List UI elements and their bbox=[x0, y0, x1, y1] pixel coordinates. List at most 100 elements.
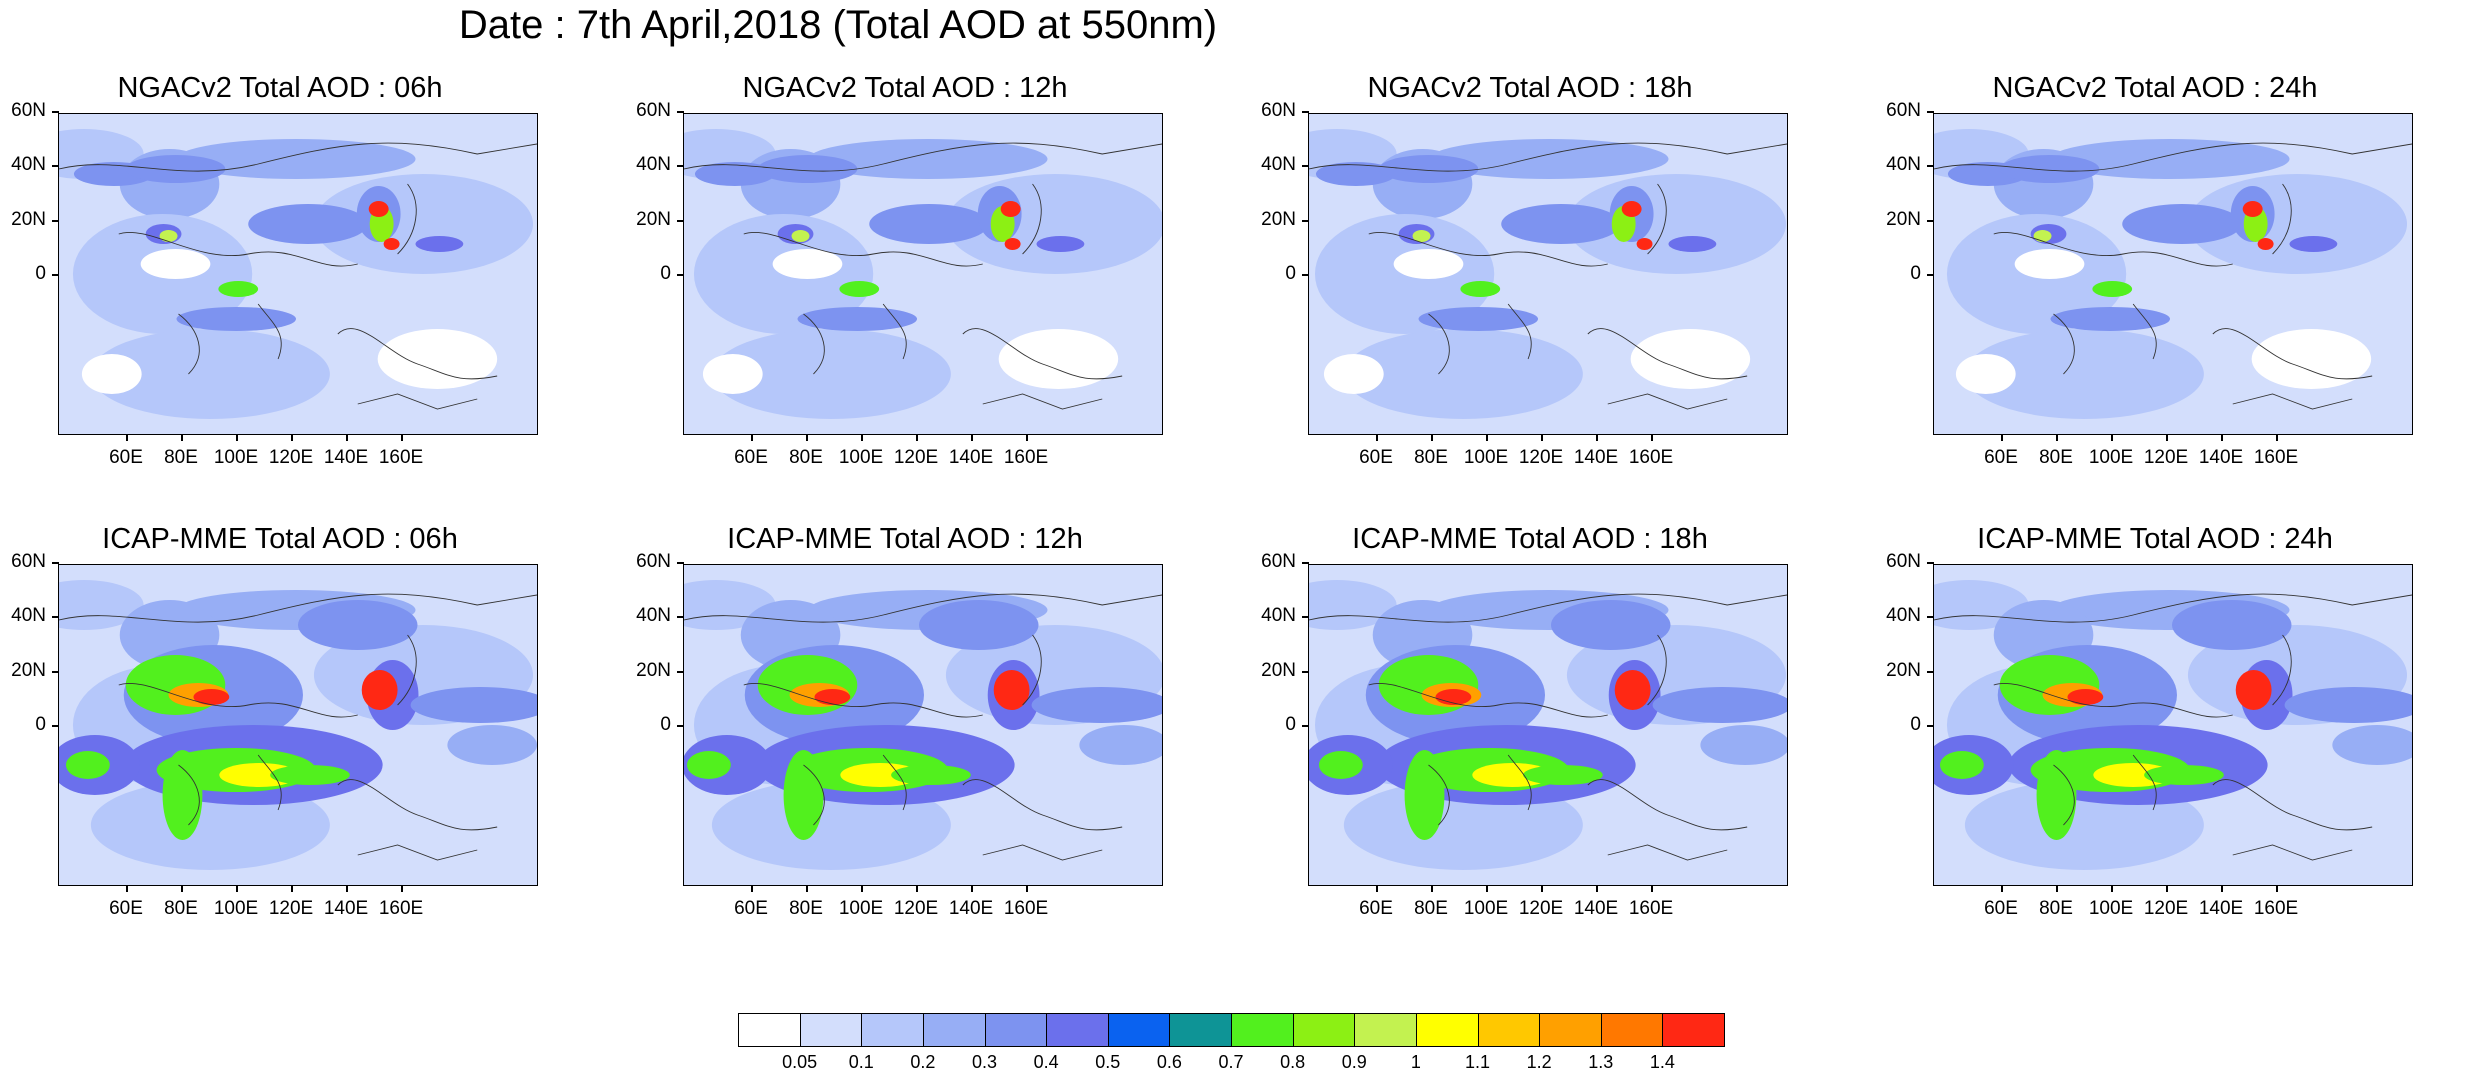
lon-tick bbox=[2056, 434, 2058, 441]
lon-label: 160E bbox=[378, 447, 424, 468]
lat-tick bbox=[1302, 671, 1309, 673]
aod-region bbox=[1523, 765, 1603, 785]
colorbar-swatch bbox=[1600, 1013, 1664, 1047]
lon-label: 160E bbox=[1003, 898, 1049, 919]
lon-label: 60E bbox=[1984, 898, 2018, 919]
lat-label: 20N bbox=[1261, 660, 1296, 681]
coastline bbox=[357, 393, 478, 410]
coastline bbox=[743, 683, 983, 718]
lat-label: 20N bbox=[1886, 660, 1921, 681]
colorbar-swatch bbox=[861, 1013, 924, 1047]
lon-tick bbox=[1596, 434, 1598, 441]
map-frame bbox=[683, 564, 1163, 886]
colorbar-swatch bbox=[1539, 1013, 1602, 1047]
lat-label: 60N bbox=[11, 100, 46, 121]
lon-tick bbox=[1541, 434, 1543, 441]
colorbar bbox=[738, 1013, 1725, 1047]
lat-label: 60N bbox=[1886, 551, 1921, 572]
lon-label: 100E bbox=[213, 898, 259, 919]
aod-region bbox=[383, 238, 400, 250]
lon-tick bbox=[401, 885, 403, 892]
aod-region bbox=[2235, 670, 2272, 710]
aod-region bbox=[2251, 329, 2372, 389]
lon-label: 80E bbox=[2039, 447, 2073, 468]
aod-region bbox=[125, 155, 226, 183]
colorbar-swatch bbox=[738, 1013, 801, 1047]
aod-region bbox=[1000, 201, 1021, 217]
lon-tick bbox=[2111, 434, 2113, 441]
panel-title: ICAP-MME Total AOD : 06h bbox=[102, 523, 458, 555]
colorbar-label: 0.5 bbox=[1095, 1052, 1121, 1072]
aod-region bbox=[81, 354, 142, 394]
coastline bbox=[1309, 593, 1787, 623]
lon-tick bbox=[401, 434, 403, 441]
aod-region bbox=[2172, 600, 2292, 650]
map-panel: ICAP-MME Total AOD : 18h 60N 40N 20N 0 60E 80… bbox=[1250, 523, 1810, 953]
lat-label: 0 bbox=[1285, 714, 1296, 735]
aod-region bbox=[159, 230, 178, 242]
colorbar-label: 0.2 bbox=[910, 1052, 936, 1072]
map-panel: ICAP-MME Total AOD : 12h 60N 40N 20N 0 60E 80… bbox=[625, 523, 1185, 953]
aod-region bbox=[757, 155, 858, 183]
lon-tick bbox=[2221, 434, 2223, 441]
lat-tick bbox=[677, 165, 684, 167]
lat-label: 60N bbox=[636, 551, 671, 572]
lon-label: 80E bbox=[1414, 447, 1448, 468]
aod-region bbox=[993, 670, 1030, 710]
lat-tick bbox=[677, 220, 684, 222]
map-frame bbox=[58, 113, 538, 435]
lat-label: 0 bbox=[660, 263, 671, 284]
aod-region bbox=[2257, 238, 2274, 250]
aod-region bbox=[1318, 751, 1363, 779]
colorbar-label: 0.7 bbox=[1218, 1052, 1244, 1072]
aod-region bbox=[2289, 236, 2338, 252]
aod-region bbox=[1550, 600, 1671, 650]
aod-region bbox=[2242, 201, 2263, 217]
map-panel: ICAP-MME Total AOD : 06h 60N 40N 20N 0 60E 80… bbox=[0, 523, 560, 953]
lon-tick bbox=[806, 434, 808, 441]
coastline bbox=[397, 634, 417, 706]
colorbar-label: 0.4 bbox=[1033, 1052, 1059, 1072]
colorbar-swatch bbox=[1107, 1013, 1171, 1047]
lon-label: 120E bbox=[1518, 447, 1564, 468]
colorbar-swatch bbox=[1662, 1013, 1725, 1047]
colorbar-label: 0.3 bbox=[971, 1052, 998, 1072]
coastline bbox=[1587, 779, 1748, 831]
lon-tick bbox=[2001, 885, 2003, 892]
coastline bbox=[882, 754, 907, 811]
lat-label: 60N bbox=[11, 551, 46, 572]
lon-label: 100E bbox=[2088, 447, 2134, 468]
coastline bbox=[1022, 183, 1042, 255]
map-frame bbox=[683, 113, 1163, 435]
lon-tick bbox=[181, 434, 183, 441]
aod-region bbox=[791, 230, 810, 242]
lon-tick bbox=[2166, 434, 2168, 441]
lat-label: 20N bbox=[636, 209, 671, 230]
aod-region bbox=[694, 162, 775, 186]
colorbar-label: 0.9 bbox=[1341, 1052, 1367, 1072]
colorbar-label: 1.1 bbox=[1464, 1052, 1491, 1072]
colorbar-swatch bbox=[1292, 1013, 1356, 1047]
lon-tick bbox=[1486, 885, 1488, 892]
lat-label: 0 bbox=[35, 714, 46, 735]
colorbar-label: 0.8 bbox=[1280, 1052, 1306, 1072]
lon-tick bbox=[916, 434, 918, 441]
coastline bbox=[1428, 764, 1450, 826]
aod-region bbox=[2036, 750, 2077, 840]
colorbar-swatch bbox=[984, 1013, 1048, 1047]
coastline bbox=[982, 844, 1103, 861]
lon-label: 80E bbox=[1414, 898, 1448, 919]
lon-tick bbox=[1541, 885, 1543, 892]
coastline bbox=[1428, 313, 1450, 375]
map-frame bbox=[58, 564, 538, 886]
lon-tick bbox=[751, 434, 753, 441]
coastline bbox=[257, 754, 282, 811]
colorbar-label: 0.1 bbox=[848, 1052, 874, 1072]
aod-region bbox=[686, 751, 731, 779]
lon-tick bbox=[346, 434, 348, 441]
coastline bbox=[178, 764, 200, 826]
colorbar-swatch bbox=[1415, 1013, 1479, 1047]
coastline bbox=[2212, 779, 2373, 831]
lon-label: 120E bbox=[268, 898, 314, 919]
lat-tick bbox=[677, 274, 684, 276]
